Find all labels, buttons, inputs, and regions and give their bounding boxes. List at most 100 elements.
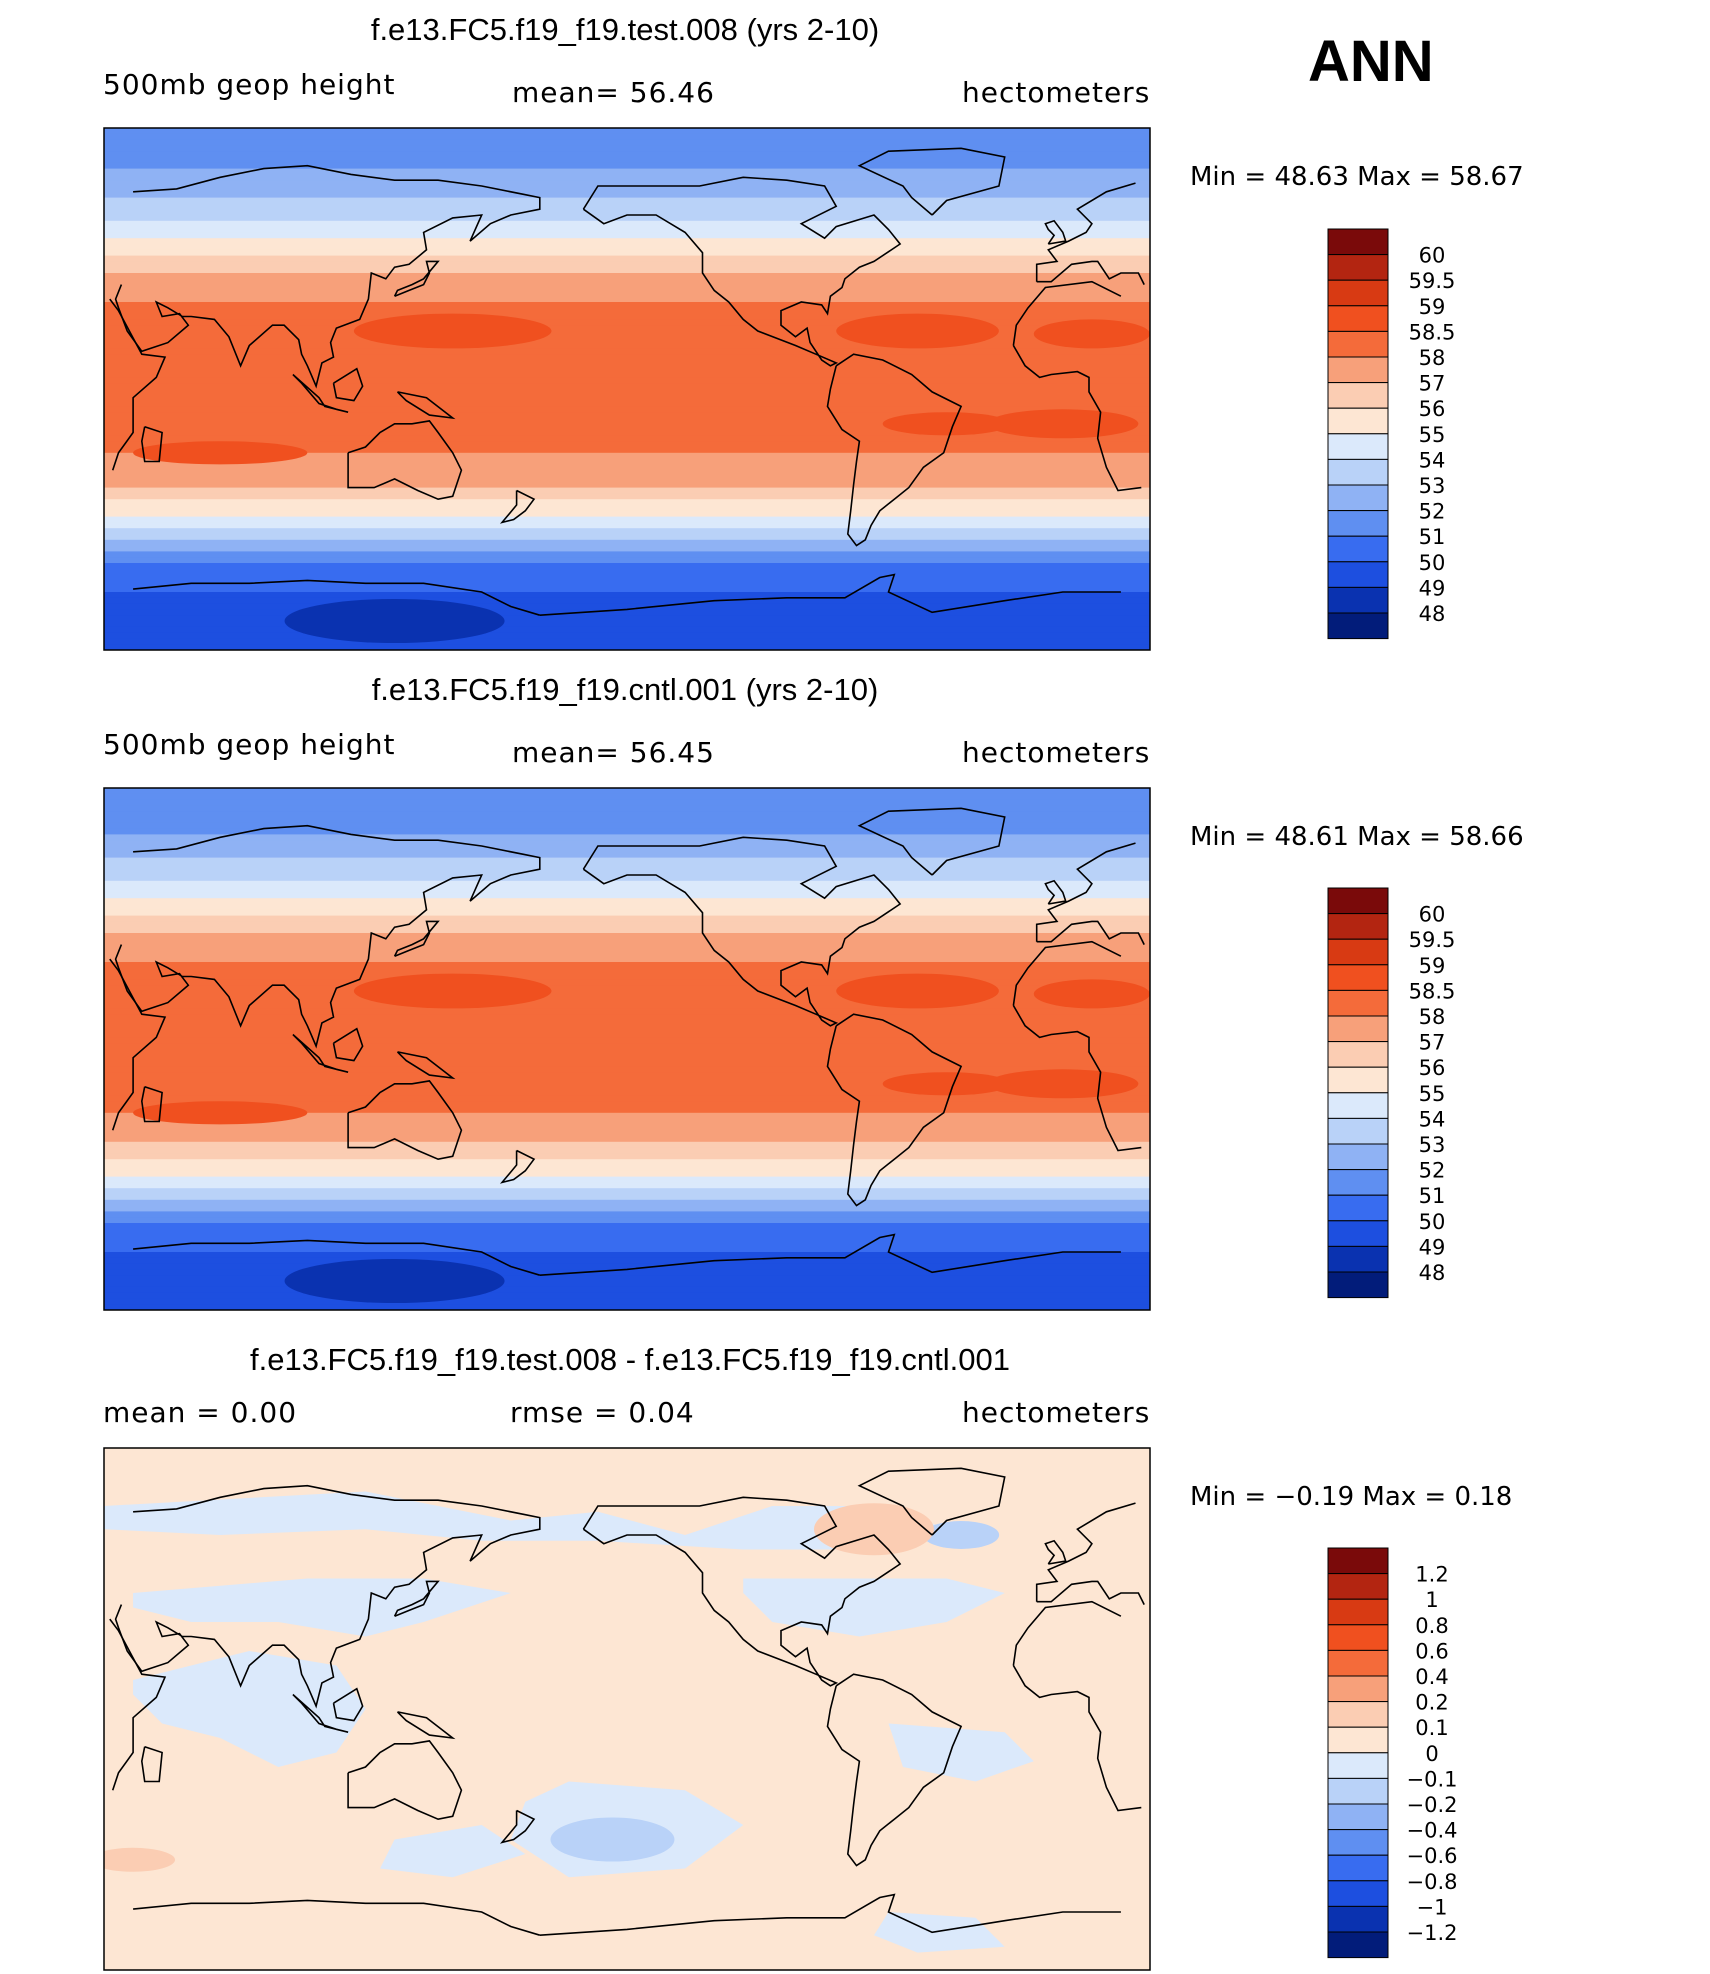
colorbar-tick-label: 59.5 bbox=[1409, 928, 1456, 952]
colorbar-swatch bbox=[1327, 484, 1389, 512]
colorbar-swatch bbox=[1327, 586, 1389, 614]
coastline bbox=[332, 367, 364, 402]
field-band bbox=[104, 481, 1150, 489]
field-band bbox=[104, 811, 1150, 818]
colorbar-tick-label: 53 bbox=[1419, 1133, 1446, 1157]
coastline bbox=[826, 1673, 963, 1867]
coastline bbox=[133, 1239, 541, 1276]
field-band bbox=[104, 319, 1150, 326]
field-band bbox=[104, 209, 1150, 216]
panel2-variable: 500mb geop height bbox=[103, 728, 396, 761]
colorbar-swatch bbox=[1327, 1701, 1389, 1728]
field-band bbox=[104, 1037, 1150, 1044]
coastline bbox=[1044, 879, 1067, 905]
colorbar-tick-label: 60 bbox=[1419, 244, 1446, 268]
field-band bbox=[104, 435, 1150, 442]
field-band bbox=[104, 470, 1150, 477]
field-band bbox=[104, 626, 1150, 634]
colorbar-swatch bbox=[1327, 228, 1389, 256]
field-band bbox=[104, 290, 1150, 297]
polar-low bbox=[284, 599, 505, 643]
colorbar-swatch bbox=[1327, 561, 1389, 588]
field-band bbox=[104, 898, 1150, 905]
subtropical-high bbox=[1033, 319, 1150, 349]
field-band bbox=[104, 880, 1150, 888]
field-band bbox=[104, 1263, 1150, 1270]
colorbar-swatch bbox=[1327, 1624, 1389, 1651]
field-band bbox=[104, 644, 1150, 650]
field-band bbox=[104, 1060, 1150, 1067]
field-band bbox=[104, 580, 1150, 587]
colorbar-swatch bbox=[1327, 1649, 1389, 1677]
subtropical-high bbox=[353, 973, 552, 1009]
colorbar-tick-label: 58 bbox=[1419, 1005, 1446, 1029]
coastline bbox=[1036, 920, 1145, 945]
field-band bbox=[104, 851, 1150, 859]
colorbar-swatch bbox=[1327, 1245, 1389, 1273]
field-band bbox=[104, 892, 1150, 899]
coastline bbox=[1012, 940, 1122, 1006]
coastline bbox=[347, 420, 463, 501]
colorbar-tick-label: 0.1 bbox=[1415, 1716, 1448, 1740]
field-band bbox=[104, 307, 1150, 315]
colorbar-panel-3: 1.210.80.60.40.20.10−0.1−0.2−0.4−0.6−0.8… bbox=[1327, 1547, 1458, 1959]
coastline bbox=[499, 1149, 536, 1184]
colorbar-swatch bbox=[1327, 356, 1389, 384]
subtropical-high bbox=[133, 441, 308, 465]
negative-anomaly bbox=[104, 1491, 947, 1550]
field-band bbox=[104, 788, 1150, 795]
field-band bbox=[104, 255, 1150, 262]
field-band bbox=[104, 1170, 1150, 1178]
colorbar-swatch bbox=[1327, 989, 1389, 1017]
field-band bbox=[104, 1054, 1150, 1062]
field-band bbox=[104, 394, 1150, 402]
field-band bbox=[104, 840, 1150, 847]
negative-anomaly bbox=[888, 1723, 1034, 1782]
colorbar-tick-label: 57 bbox=[1419, 372, 1446, 396]
field-band bbox=[104, 522, 1150, 529]
colorbar-swatch bbox=[1327, 612, 1389, 640]
colorbar-swatch bbox=[1327, 1169, 1389, 1196]
field-band bbox=[104, 464, 1150, 471]
colorbar-swatch bbox=[1327, 1092, 1389, 1119]
field-band bbox=[104, 510, 1150, 518]
field-band bbox=[104, 592, 1150, 599]
coastline bbox=[826, 353, 963, 547]
field-band bbox=[104, 139, 1150, 146]
coastline bbox=[826, 1013, 963, 1207]
panel1-title: f.e13.FC5.f19_f19.test.008 (yrs 2-10) bbox=[370, 12, 880, 47]
field-band bbox=[104, 857, 1150, 864]
field-band bbox=[104, 828, 1150, 835]
field-band bbox=[104, 1066, 1150, 1073]
colorbar-tick-label: −0.2 bbox=[1407, 1793, 1458, 1817]
coastline bbox=[332, 1687, 364, 1722]
field-band bbox=[104, 927, 1150, 934]
colorbar-tick-label: 58.5 bbox=[1409, 320, 1456, 344]
colorbar-swatch bbox=[1327, 1547, 1389, 1575]
field-band bbox=[104, 220, 1150, 228]
colorbar-swatch bbox=[1327, 1880, 1389, 1907]
colorbar-tick-label: 56 bbox=[1419, 1056, 1446, 1080]
field-band bbox=[104, 962, 1150, 969]
field-band bbox=[104, 875, 1150, 882]
field-band bbox=[104, 389, 1150, 396]
colorbar-tick-label: 53 bbox=[1419, 474, 1446, 498]
colorbar-swatch bbox=[1327, 1041, 1389, 1068]
field-band bbox=[104, 799, 1150, 806]
field-band bbox=[104, 1130, 1150, 1137]
field-band bbox=[104, 1020, 1150, 1027]
field-band bbox=[104, 1014, 1150, 1021]
field-band bbox=[104, 1275, 1150, 1282]
field-band bbox=[104, 950, 1150, 957]
subtropical-high bbox=[133, 1101, 308, 1125]
field-band bbox=[104, 1136, 1150, 1143]
colorbar-swatch bbox=[1327, 1931, 1389, 1959]
field-band bbox=[104, 597, 1150, 605]
field-band bbox=[104, 249, 1150, 257]
field-band bbox=[104, 1286, 1150, 1294]
coastline bbox=[1036, 1580, 1145, 1605]
coastline bbox=[857, 1467, 1006, 1536]
colorbar-swatch bbox=[1327, 913, 1389, 940]
